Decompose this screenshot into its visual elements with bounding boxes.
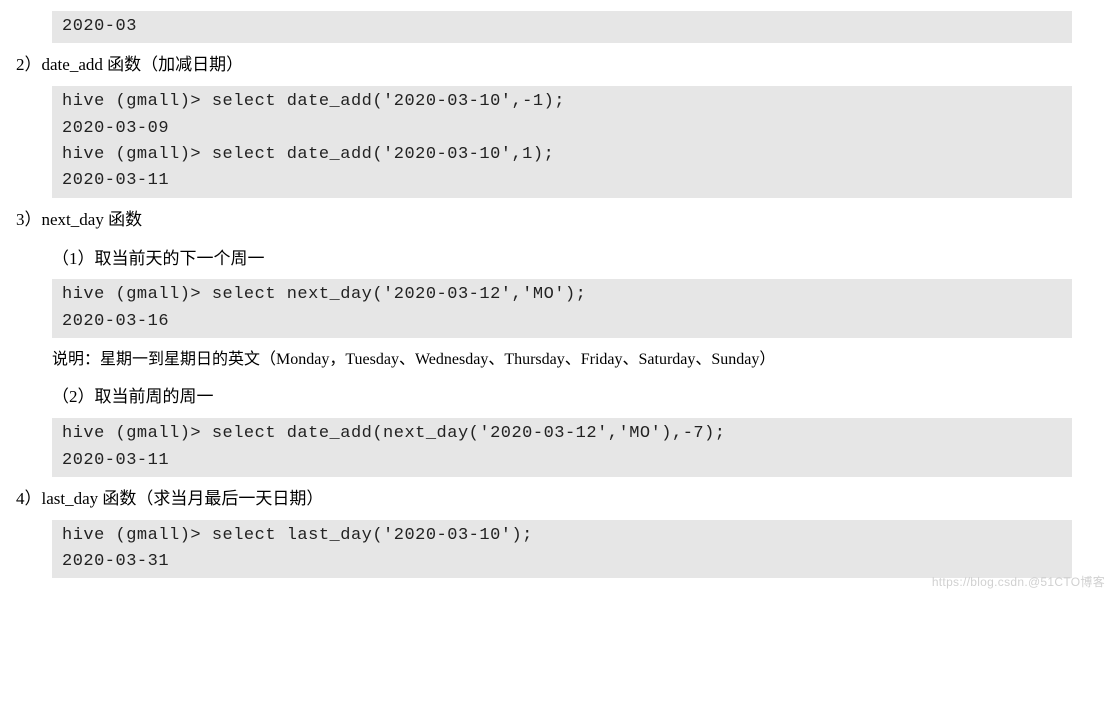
code-block-0: 2020-03 (52, 11, 1072, 43)
code-block-sec3-sub1: hive (gmall)> select next_day('2020-03-1… (52, 279, 1072, 338)
watermark-text: https://blog.csdn.@51CTO博客 (932, 572, 1105, 592)
code-block-sec3-sub2: hive (gmall)> select date_add(next_day('… (52, 418, 1072, 477)
code-block-sec2: hive (gmall)> select date_add('2020-03-1… (52, 86, 1072, 197)
code-block-sec4: hive (gmall)> select last_day('2020-03-1… (52, 520, 1072, 579)
section-2-title: 2）date_add 函数（加减日期） (16, 51, 1111, 80)
section-3-sub2-title: （2）取当前周的周一 (52, 383, 1111, 412)
section-3-title: 3）next_day 函数 (16, 206, 1111, 235)
section-3-sub1-title: （1）取当前天的下一个周一 (52, 245, 1111, 274)
section-3-note: 说明：星期一到星期日的英文（Monday，Tuesday、Wednesday、T… (52, 346, 1111, 373)
section-4-title: 4）last_day 函数（求当月最后一天日期） (16, 485, 1111, 514)
